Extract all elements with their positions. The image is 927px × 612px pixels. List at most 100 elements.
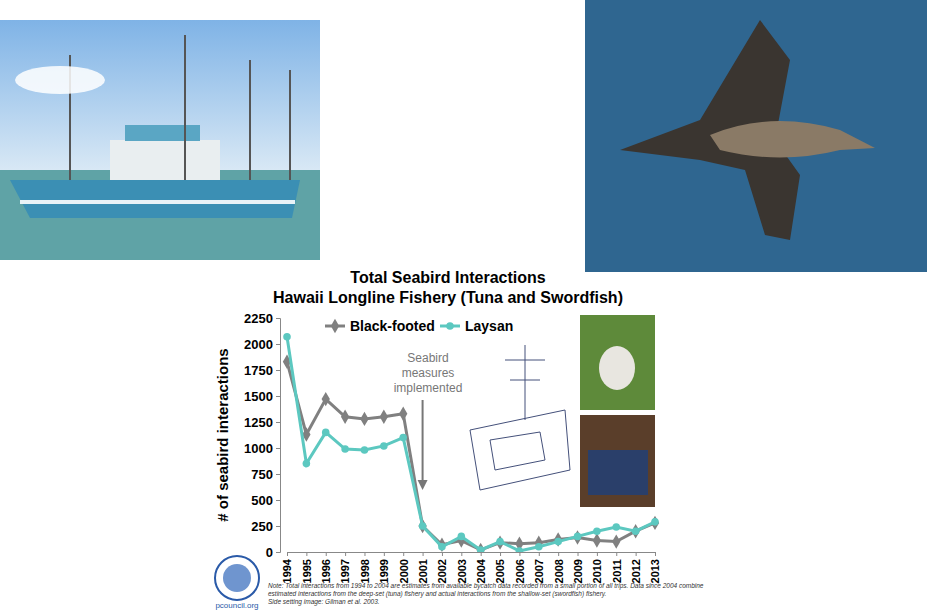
x-tick-mark (306, 552, 307, 556)
x-tick-label: 1995 (301, 559, 313, 583)
annotation-arrowhead (418, 480, 428, 490)
data-point (283, 333, 291, 341)
x-tick-mark (461, 552, 462, 556)
data-point (360, 412, 368, 426)
data-point (341, 445, 349, 453)
plot-marks (283, 333, 659, 552)
x-tick-mark (636, 552, 637, 556)
x-axis: 1994 1995 1996 1997 1998 1999 2000 2001 2002 2003… (281, 552, 661, 583)
data-point (341, 410, 349, 424)
photo-water (0, 170, 320, 260)
data-point (380, 410, 388, 424)
x-tick: 2004 (475, 552, 487, 583)
data-point (380, 442, 388, 450)
x-tick-label: 1997 (339, 559, 351, 583)
x-tick: 2001 (417, 552, 429, 583)
x-tick-label: 2004 (475, 558, 487, 583)
x-tick-label: 2009 (572, 559, 584, 583)
y-tick-label: 250 (251, 519, 273, 534)
data-point (477, 546, 485, 552)
y-tick: 500 (251, 493, 280, 508)
x-tick-mark (287, 552, 288, 556)
y-axis-line (276, 319, 281, 553)
sketch-mast (505, 345, 545, 420)
y-tick-label: 1500 (244, 389, 273, 404)
legend-label: Black-footed (350, 318, 435, 334)
x-tick: 2005 (494, 552, 506, 583)
y-tick-mark (276, 474, 280, 475)
data-point (496, 535, 504, 549)
x-tick-label: 2013 (649, 559, 661, 583)
photo-mast (249, 60, 251, 180)
data-point (632, 527, 640, 535)
note: Side setting image: Gilman et al. 2003. (268, 598, 380, 606)
x-tick: 2010 (591, 552, 603, 583)
x-tick-label: 2003 (456, 559, 468, 583)
data-point (419, 522, 427, 530)
y-tick-mark (276, 318, 280, 319)
x-tick-label: 2000 (398, 559, 410, 583)
source: pcouncil.org (215, 601, 258, 610)
data-point (399, 406, 407, 420)
x-tick-mark (578, 552, 579, 556)
y-tick-label: 2000 (244, 337, 273, 352)
x-tick: 1994 (281, 552, 293, 583)
x-tick-mark (539, 552, 540, 556)
x-tick: 1999 (378, 552, 390, 583)
x-tick: 2007 (533, 552, 545, 583)
y-tick: 250 (251, 519, 280, 534)
y-tick-mark (276, 370, 280, 371)
y-tick-label: 2250 (244, 311, 273, 326)
x-tick-label: 2002 (436, 559, 448, 583)
y-tick: 1250 (244, 415, 280, 430)
x-tick-mark (423, 552, 424, 556)
photo-nesting-bird (599, 346, 635, 390)
y-tick-mark (276, 422, 280, 423)
data-point (574, 533, 582, 541)
y-tick-label: 0 (266, 545, 273, 560)
data-point (361, 446, 369, 454)
sketch-hull (470, 410, 570, 490)
title-line: Hawaii Longline Fishery (Tuna and Swordf… (273, 289, 623, 306)
x-tick: 2013 (649, 552, 661, 583)
data-point (322, 392, 330, 406)
photo-hull (10, 180, 300, 218)
x-tick-label: 2007 (533, 559, 545, 583)
x-tick: 1998 (359, 552, 371, 583)
photo-mast (184, 35, 186, 180)
x-tick-mark (558, 552, 559, 556)
x-tick-mark (384, 552, 385, 556)
x-tick: 2012 (630, 552, 642, 583)
data-point (554, 532, 562, 546)
data-point (457, 533, 465, 547)
data-point (399, 434, 407, 442)
x-tick-label: 2001 (417, 559, 429, 583)
x-tick: 1995 (301, 552, 313, 583)
y-tick: 0 (266, 545, 280, 560)
x-tick-mark (597, 552, 598, 556)
y-axis-title: # of seabird interactions (214, 348, 231, 521)
x-tick-mark (403, 552, 404, 556)
annotation-line: Seabird (407, 351, 448, 365)
annotation-line: measures (402, 366, 455, 380)
x-tick-label: 1994 (281, 558, 293, 583)
y-tick-label: 1250 (244, 415, 273, 430)
photo-nesting (580, 315, 655, 410)
x-tick: 1996 (320, 552, 332, 583)
x-tick-mark (326, 552, 327, 556)
data-point (593, 533, 601, 547)
x-tick: 2008 (553, 552, 565, 583)
x-tick: 2006 (514, 552, 526, 583)
legend-entry: Laysan (440, 318, 513, 334)
canvas: Total Seabird InteractionsHawaii Longlin… (0, 0, 927, 612)
data-point (593, 527, 601, 535)
x-tick-label: 2010 (591, 559, 603, 583)
y-tick-mark (276, 448, 280, 449)
x-tick-mark (364, 552, 365, 556)
photo-bird-body (710, 121, 875, 157)
title: Total Seabird InteractionsHawaii Longlin… (273, 269, 623, 306)
photo-cabin (110, 140, 220, 180)
series-line (287, 362, 655, 550)
data-point (496, 538, 504, 546)
x-tick-label: 1996 (320, 559, 332, 583)
